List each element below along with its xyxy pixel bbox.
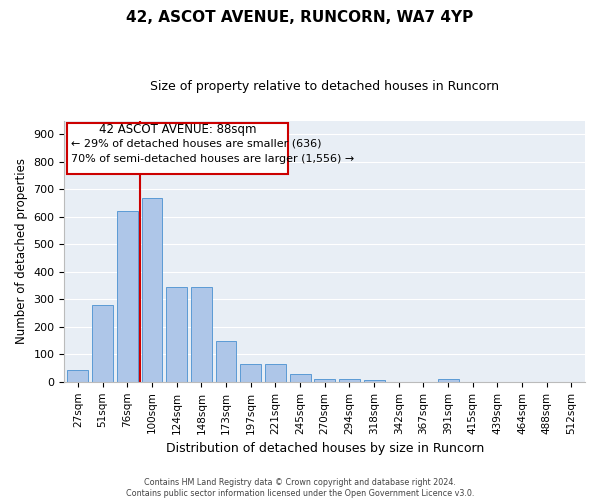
Text: ← 29% of detached houses are smaller (636): ← 29% of detached houses are smaller (63… (71, 138, 321, 148)
Bar (166, 287, 187, 382)
Bar (67, 370, 88, 382)
Bar (215, 341, 236, 382)
Text: 42, ASCOT AVENUE, RUNCORN, WA7 4YP: 42, ASCOT AVENUE, RUNCORN, WA7 4YP (127, 10, 473, 25)
Bar (265, 364, 286, 382)
Text: 70% of semi-detached houses are larger (1,556) →: 70% of semi-detached houses are larger (… (71, 154, 354, 164)
Bar (437, 379, 458, 382)
X-axis label: Distribution of detached houses by size in Runcorn: Distribution of detached houses by size … (166, 442, 484, 455)
Bar (191, 287, 212, 382)
Bar (92, 305, 113, 382)
Bar (240, 364, 261, 382)
Bar (364, 380, 385, 382)
Bar (117, 212, 138, 382)
FancyBboxPatch shape (67, 124, 287, 174)
Bar (314, 378, 335, 382)
Title: Size of property relative to detached houses in Runcorn: Size of property relative to detached ho… (150, 80, 499, 93)
Y-axis label: Number of detached properties: Number of detached properties (15, 158, 28, 344)
Text: 42 ASCOT AVENUE: 88sqm: 42 ASCOT AVENUE: 88sqm (98, 122, 256, 136)
Bar (142, 198, 163, 382)
Text: Contains HM Land Registry data © Crown copyright and database right 2024.
Contai: Contains HM Land Registry data © Crown c… (126, 478, 474, 498)
Bar (339, 379, 360, 382)
Bar (290, 374, 311, 382)
